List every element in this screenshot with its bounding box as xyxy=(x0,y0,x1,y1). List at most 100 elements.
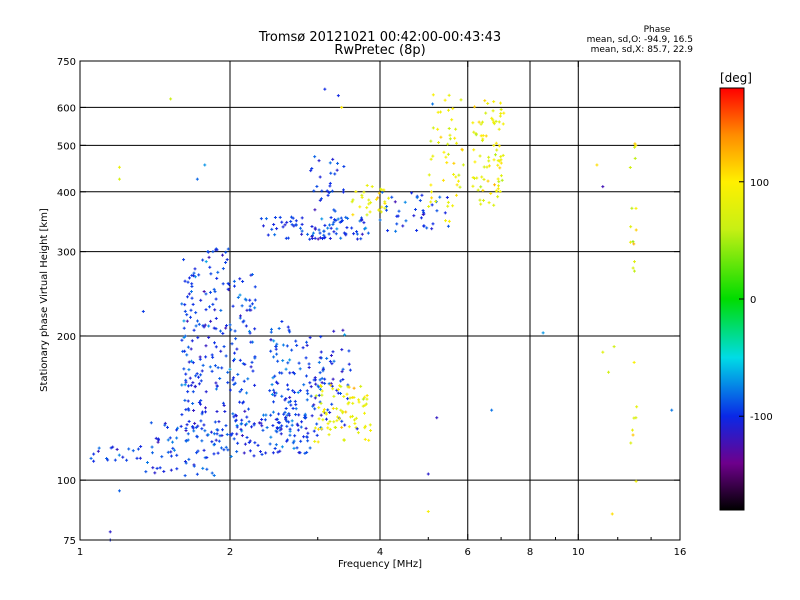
data-point xyxy=(300,232,304,236)
data-point xyxy=(253,356,257,360)
data-point xyxy=(215,384,219,388)
data-point xyxy=(236,441,240,445)
data-point xyxy=(188,376,192,380)
data-point xyxy=(356,431,360,435)
data-point xyxy=(166,450,170,454)
data-point xyxy=(231,378,235,382)
data-point xyxy=(196,319,200,323)
data-point xyxy=(207,335,211,339)
data-point xyxy=(279,432,283,436)
data-point xyxy=(351,414,355,418)
data-point xyxy=(350,226,354,230)
data-point xyxy=(328,161,332,165)
data-point xyxy=(332,329,336,333)
data-point xyxy=(288,330,292,334)
data-point xyxy=(283,410,287,414)
data-point xyxy=(328,223,332,227)
data-point xyxy=(276,450,280,454)
data-point xyxy=(419,216,423,220)
data-point xyxy=(115,447,119,451)
data-point xyxy=(448,133,452,137)
data-point xyxy=(189,290,193,294)
data-point xyxy=(212,432,216,436)
data-point xyxy=(445,161,449,165)
data-point xyxy=(200,427,204,431)
data-point xyxy=(297,361,301,365)
data-point xyxy=(430,203,434,207)
data-point xyxy=(361,404,365,408)
data-point xyxy=(285,220,289,224)
data-point xyxy=(261,428,265,432)
data-point xyxy=(429,157,433,161)
data-point xyxy=(169,468,173,472)
data-point xyxy=(186,280,190,284)
data-point xyxy=(210,369,214,373)
data-point xyxy=(431,126,435,130)
data-point xyxy=(273,233,277,237)
data-point xyxy=(376,196,380,200)
data-point xyxy=(365,213,369,217)
data-point xyxy=(628,240,632,244)
data-point xyxy=(185,353,189,357)
data-point xyxy=(236,295,240,299)
data-point xyxy=(309,169,313,173)
data-point xyxy=(339,385,343,389)
data-point xyxy=(318,387,322,391)
data-point xyxy=(286,387,290,391)
data-point xyxy=(309,385,313,389)
data-point xyxy=(223,409,227,413)
data-point xyxy=(271,410,275,414)
data-point xyxy=(199,399,203,403)
data-point xyxy=(154,436,158,440)
data-point xyxy=(310,414,314,418)
data-point xyxy=(284,236,288,240)
data-point xyxy=(491,109,495,113)
data-point xyxy=(332,208,336,212)
data-point xyxy=(313,396,317,400)
data-point xyxy=(306,392,310,396)
y-tick-label: 200 xyxy=(57,332,76,343)
data-point xyxy=(426,472,430,476)
data-point xyxy=(269,435,273,439)
data-point xyxy=(358,219,362,223)
data-point xyxy=(202,325,206,329)
data-point xyxy=(338,417,342,421)
data-point xyxy=(447,93,451,97)
data-point xyxy=(280,424,284,428)
data-point xyxy=(190,284,194,288)
data-point xyxy=(312,429,316,433)
data-point xyxy=(332,220,336,224)
data-point xyxy=(429,139,433,143)
data-point xyxy=(214,387,218,391)
data-point xyxy=(212,287,216,291)
data-point xyxy=(285,424,289,428)
data-point xyxy=(186,345,190,349)
data-point xyxy=(144,470,148,474)
data-point xyxy=(194,311,198,315)
data-point xyxy=(452,172,456,176)
data-point xyxy=(226,287,230,291)
data-point xyxy=(295,446,299,450)
colorbar-label: [deg] xyxy=(720,71,752,85)
data-point xyxy=(194,426,198,430)
data-point xyxy=(445,195,449,199)
data-point xyxy=(269,338,273,342)
data-point xyxy=(541,331,545,335)
data-point xyxy=(302,383,306,387)
data-point xyxy=(229,433,233,437)
data-point xyxy=(117,453,121,457)
colorbar-tick-label: 0 xyxy=(750,295,756,306)
data-point xyxy=(187,360,191,364)
data-point xyxy=(365,206,369,210)
data-point xyxy=(204,410,208,414)
data-point xyxy=(327,190,331,194)
data-point xyxy=(245,308,249,312)
data-point xyxy=(496,195,500,199)
data-point xyxy=(328,184,332,188)
data-point xyxy=(361,397,365,401)
data-point xyxy=(108,530,112,534)
data-point xyxy=(298,226,302,230)
data-point xyxy=(335,227,339,231)
data-point xyxy=(331,222,335,226)
data-point xyxy=(307,362,311,366)
